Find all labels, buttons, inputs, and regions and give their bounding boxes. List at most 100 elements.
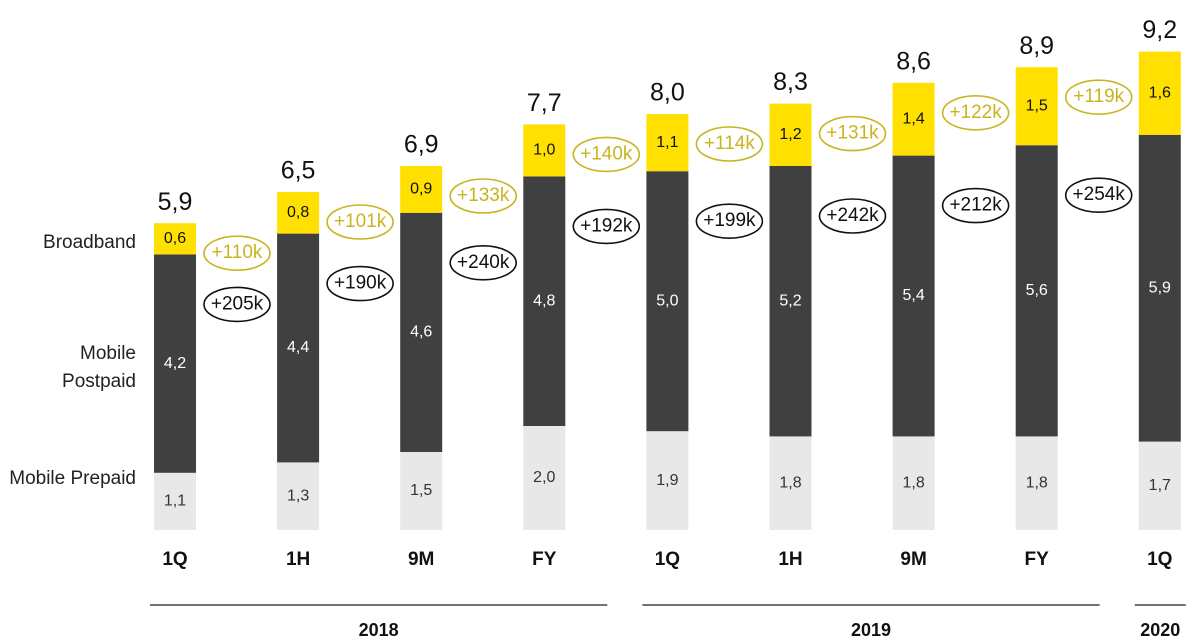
bar-segment bbox=[646, 431, 689, 530]
add-circle bbox=[326, 265, 394, 302]
add-label: +205k bbox=[211, 293, 264, 314]
x-tick-label: 1Q bbox=[655, 549, 680, 570]
add-circle bbox=[1064, 177, 1133, 213]
bar-segment bbox=[523, 426, 566, 530]
add-label: +254k bbox=[1073, 184, 1126, 205]
add-circle bbox=[941, 187, 1010, 224]
add-circle bbox=[818, 198, 887, 234]
bar-segment bbox=[1015, 67, 1058, 146]
bar-segment bbox=[154, 472, 196, 530]
bar-segment bbox=[892, 436, 935, 530]
value-label: 0,6 bbox=[164, 230, 186, 247]
bar-segment bbox=[523, 176, 566, 426]
total-label: 6,5 bbox=[281, 157, 316, 185]
value-label: 4,6 bbox=[410, 324, 432, 341]
add-circle bbox=[203, 286, 271, 323]
add-label: +190k bbox=[334, 273, 387, 294]
x-tick-label: 1H bbox=[286, 549, 310, 570]
add-circle bbox=[449, 244, 518, 281]
add-label: +242k bbox=[826, 205, 879, 226]
value-label: 2,0 bbox=[533, 469, 555, 486]
value-label: 1,6 bbox=[1149, 84, 1171, 101]
add-label: +199k bbox=[703, 210, 756, 231]
bar-segment bbox=[769, 166, 812, 437]
add-label: +110k bbox=[212, 242, 263, 263]
value-label: 0,9 bbox=[410, 181, 432, 198]
bar-segment bbox=[769, 103, 812, 166]
value-label: 1,1 bbox=[164, 493, 186, 510]
value-label: 4,8 bbox=[533, 292, 555, 309]
total-label: 7,7 bbox=[527, 89, 562, 117]
bar-segment bbox=[892, 82, 935, 156]
add-circle bbox=[326, 204, 394, 240]
add-circle bbox=[695, 126, 764, 162]
bar-segment bbox=[400, 212, 443, 452]
add-circle bbox=[572, 136, 641, 173]
add-circle bbox=[1064, 79, 1133, 115]
add-label: +133k bbox=[457, 185, 510, 206]
value-label: 5,6 bbox=[1026, 282, 1048, 299]
add-circle bbox=[203, 235, 271, 271]
value-label: 1,5 bbox=[410, 482, 432, 499]
bar-segment bbox=[154, 223, 196, 255]
add-label: +101k bbox=[334, 211, 387, 232]
x-tick-label: 9M bbox=[408, 549, 434, 570]
add-circle bbox=[818, 115, 887, 152]
group-label: 2020 bbox=[1140, 620, 1180, 640]
bar-segment bbox=[1138, 134, 1181, 442]
bar-segment bbox=[1015, 145, 1058, 437]
value-label: 5,0 bbox=[656, 292, 678, 309]
x-tick-label: FY bbox=[532, 549, 557, 570]
value-label: 1,1 bbox=[656, 134, 678, 151]
bar-segment bbox=[1138, 51, 1181, 135]
total-label: 8,9 bbox=[1019, 32, 1054, 60]
value-label: 1,9 bbox=[656, 472, 678, 489]
x-tick-label: FY bbox=[1025, 549, 1050, 570]
value-label: 5,4 bbox=[902, 287, 924, 304]
add-label: +131k bbox=[826, 123, 879, 144]
add-label: +119k bbox=[1073, 86, 1124, 107]
total-label: 6,9 bbox=[404, 131, 439, 159]
bar-segment bbox=[769, 436, 812, 530]
value-label: 1,8 bbox=[779, 474, 801, 491]
bar-segment bbox=[1015, 436, 1058, 530]
x-tick-label: 1Q bbox=[1147, 549, 1172, 570]
value-label: 1,5 bbox=[1026, 97, 1048, 114]
bar-segment bbox=[277, 192, 320, 234]
series-label: Broadband bbox=[43, 232, 136, 253]
add-label: +140k bbox=[580, 143, 633, 164]
total-label: 8,6 bbox=[896, 47, 931, 75]
value-label: 5,2 bbox=[779, 292, 801, 309]
value-label: 1,0 bbox=[533, 142, 555, 159]
value-label: 1,4 bbox=[902, 110, 924, 127]
series-label: Mobile Prepaid bbox=[9, 468, 136, 489]
bar-segment bbox=[646, 114, 689, 172]
bar-segment bbox=[523, 124, 566, 177]
add-label: +212k bbox=[949, 195, 1002, 216]
bar-segment bbox=[646, 171, 689, 432]
bar-segment bbox=[400, 166, 443, 213]
x-tick-label: 1H bbox=[778, 549, 802, 570]
value-label: 4,4 bbox=[287, 339, 309, 356]
total-label: 8,3 bbox=[773, 68, 808, 96]
value-label: 1,8 bbox=[1026, 474, 1048, 491]
add-label: +240k bbox=[457, 252, 510, 273]
value-label: 1,7 bbox=[1149, 477, 1171, 494]
total-label: 9,2 bbox=[1142, 16, 1177, 44]
bar-segment bbox=[154, 254, 196, 473]
add-circle bbox=[572, 208, 641, 245]
total-label: 5,9 bbox=[158, 188, 193, 216]
add-label: +192k bbox=[580, 215, 633, 236]
total-label: 8,0 bbox=[650, 79, 685, 107]
add-label: +122k bbox=[949, 102, 1002, 123]
value-label: 1,3 bbox=[287, 487, 309, 504]
add-label: +114k bbox=[704, 133, 755, 154]
bar-segment bbox=[277, 462, 320, 530]
value-label: 1,2 bbox=[779, 126, 801, 143]
bar-segment bbox=[1138, 441, 1181, 530]
bar-segment bbox=[400, 452, 443, 530]
group-label: 2019 bbox=[851, 620, 891, 640]
add-circle bbox=[695, 203, 764, 239]
